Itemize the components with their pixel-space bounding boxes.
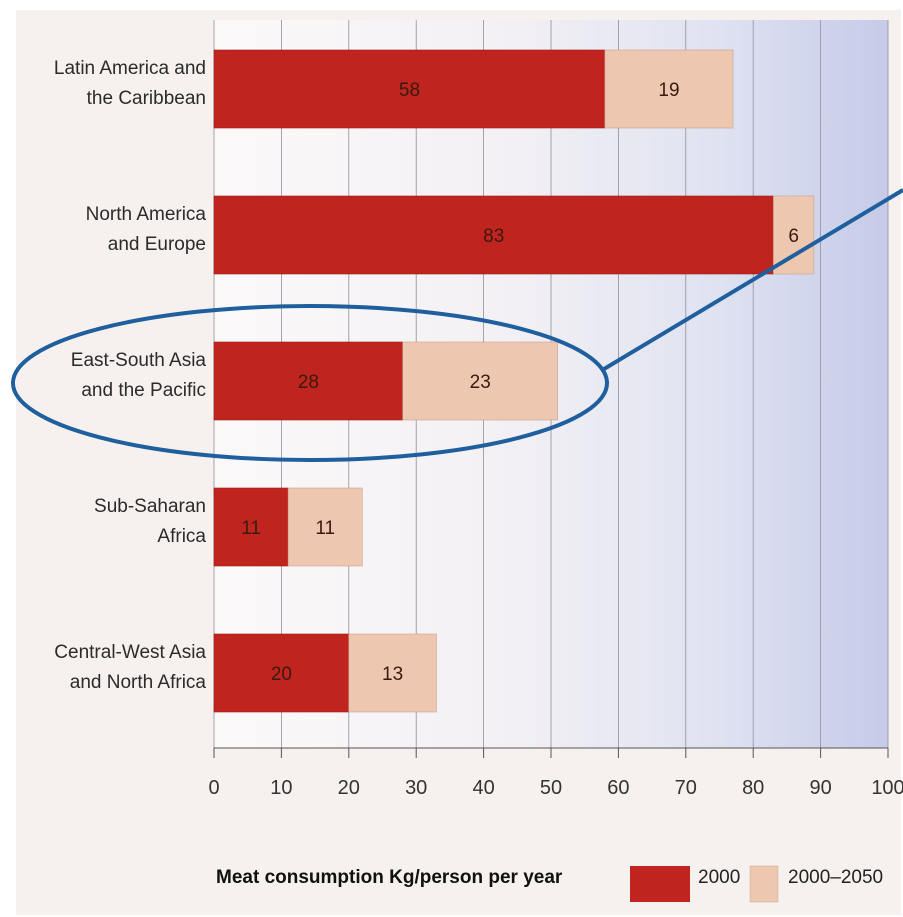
data-label-2000-3: 11 bbox=[241, 518, 261, 539]
data-label-2000-2050-4: 13 bbox=[382, 664, 403, 685]
bar-2000-3 bbox=[213, 487, 289, 567]
highlight-annotation bbox=[11, 188, 903, 462]
bar-2000-1 bbox=[213, 195, 774, 275]
x-tick-label-90: 90 bbox=[809, 777, 831, 799]
category-label-3-line-1: Africa bbox=[157, 526, 206, 547]
highlight-ellipse bbox=[11, 304, 609, 462]
x-tick-label-20: 20 bbox=[338, 777, 360, 799]
x-tick-label-10: 10 bbox=[270, 777, 292, 799]
data-label-2000-2050-3: 11 bbox=[315, 518, 335, 539]
category-label-2-line-0: East-South Asia bbox=[71, 350, 207, 371]
bars bbox=[213, 49, 815, 713]
category-labels: Latin America and the Caribbean North Amer… bbox=[54, 58, 207, 693]
legend-swatch-2000-2050 bbox=[749, 865, 779, 903]
bar-2000-2050-2 bbox=[402, 341, 559, 421]
category-label-0-line-1: the Caribbean bbox=[87, 88, 206, 109]
data-label-2000-2050-1: 6 bbox=[788, 226, 799, 247]
x-tick-label-60: 60 bbox=[607, 777, 629, 799]
x-tick-label-40: 40 bbox=[472, 777, 494, 799]
data-label-2000-2050-0: 19 bbox=[658, 80, 679, 101]
legend: 2000 2000–2050 bbox=[630, 865, 883, 903]
x-tick-label-70: 70 bbox=[675, 777, 697, 799]
category-label-4-line-0: Central-West Asia bbox=[54, 642, 206, 663]
category-label-1-line-0: North America bbox=[86, 204, 207, 225]
category-label-4-line-1: and North Africa bbox=[70, 672, 207, 693]
legend-label-2000: 2000 bbox=[698, 867, 740, 888]
category-label-1-line-1: and Europe bbox=[108, 234, 206, 255]
bar-2000-2050-0 bbox=[604, 49, 734, 129]
category-label-3-line-0: Sub-Saharan bbox=[94, 496, 206, 517]
bar-2000-0 bbox=[213, 49, 606, 129]
x-tick-label-0: 0 bbox=[208, 777, 219, 799]
highlight-callout-line bbox=[602, 188, 903, 371]
data-label-2000-4: 20 bbox=[271, 664, 292, 685]
legend-swatch-2000 bbox=[630, 866, 690, 902]
bar-2000-2050-3 bbox=[287, 487, 363, 567]
bar-2000-2050-1 bbox=[773, 195, 815, 275]
data-label-2000-2050-2: 23 bbox=[470, 372, 491, 393]
x-axis: 0 10 20 30 40 50 60 70 80 90 100 bbox=[208, 747, 903, 799]
data-label-2000-1: 83 bbox=[483, 226, 504, 247]
data-label-2000-2: 28 bbox=[298, 372, 319, 393]
x-tick-label-80: 80 bbox=[742, 777, 764, 799]
category-label-0-line-0: Latin America and bbox=[54, 58, 206, 79]
x-tick-label-100: 100 bbox=[871, 777, 903, 799]
bar-2000-2050-4 bbox=[348, 633, 437, 713]
x-tick-label-30: 30 bbox=[405, 777, 427, 799]
x-axis-title: Meat consumption Kg/person per year bbox=[216, 867, 563, 888]
data-label-2000-0: 58 bbox=[399, 80, 420, 101]
gridlines bbox=[213, 20, 889, 748]
x-tick-label-50: 50 bbox=[540, 777, 562, 799]
bar-2000-4 bbox=[213, 633, 350, 713]
legend-label-2000-2050: 2000–2050 bbox=[788, 867, 883, 888]
category-label-2-line-1: and the Pacific bbox=[81, 380, 206, 401]
data-labels: 58 19 83 6 28 23 11 11 20 13 bbox=[241, 80, 799, 685]
